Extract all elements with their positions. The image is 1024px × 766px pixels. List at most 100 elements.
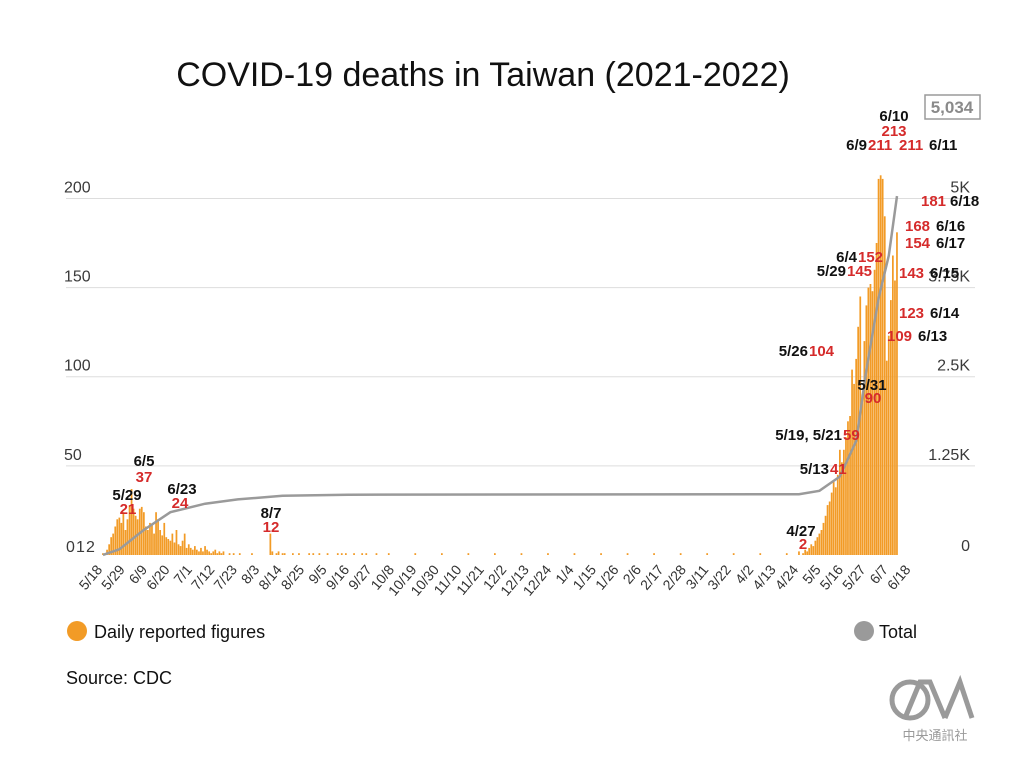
x-tick-label: 9/27 xyxy=(345,561,375,592)
ann-date: 6/13 xyxy=(918,328,947,345)
bar xyxy=(222,551,225,555)
bar xyxy=(151,524,153,555)
total-line xyxy=(102,195,899,557)
bar xyxy=(804,549,807,555)
bar xyxy=(153,533,155,555)
ann-value: 123 xyxy=(899,305,924,322)
bar xyxy=(881,178,884,555)
bar xyxy=(163,522,166,555)
bar xyxy=(238,553,241,555)
bar xyxy=(896,232,898,556)
bar xyxy=(275,553,278,555)
bar xyxy=(130,489,133,555)
bar xyxy=(810,544,813,555)
y-axis-right: 0 1.25K 2.5K 3.75K 5K xyxy=(928,179,970,555)
bar xyxy=(853,383,855,555)
bar xyxy=(191,549,194,555)
ann-value: 90 xyxy=(865,390,882,407)
ann-value: 211 xyxy=(899,137,923,154)
bar xyxy=(861,394,864,555)
ann-value: 37 xyxy=(136,469,153,486)
bar xyxy=(143,512,145,555)
bar xyxy=(212,551,215,555)
bar xyxy=(220,553,223,555)
x-tick-label: 4/13 xyxy=(749,561,779,592)
y-tick-label-left: 200 xyxy=(64,179,91,196)
bar xyxy=(157,519,159,555)
bar xyxy=(126,519,129,555)
bar xyxy=(832,481,835,555)
bar xyxy=(387,553,390,555)
bar xyxy=(167,539,170,555)
ann-date: 6/4 xyxy=(836,249,858,266)
x-tick-label: 3/11 xyxy=(682,561,711,592)
y-tick-label-left: 50 xyxy=(64,447,82,464)
x-tick-label: 4/24 xyxy=(772,561,802,592)
bar xyxy=(114,526,117,555)
ann-value: 21 xyxy=(120,501,137,518)
x-tick-label: 5/29 xyxy=(98,561,128,592)
bar xyxy=(841,462,843,555)
x-tick-label: 5/18 xyxy=(76,561,106,592)
x-axis: 5/185/296/96/207/17/127/238/38/148/259/5… xyxy=(76,561,914,598)
bar xyxy=(110,537,113,555)
bar xyxy=(834,487,837,555)
bar xyxy=(851,369,853,555)
bar xyxy=(269,533,272,555)
bar xyxy=(214,549,217,555)
ann-date: 5/29 xyxy=(817,263,846,280)
ann-date: 6/9 xyxy=(846,137,867,154)
bar xyxy=(198,551,200,555)
ann-value: 24 xyxy=(172,495,189,512)
ann-date: 8/7 xyxy=(261,505,282,522)
bar xyxy=(251,553,253,555)
ann-date: 5/19, 5/21 xyxy=(775,427,842,444)
bar xyxy=(573,553,576,555)
y-tick-label-right: 0 xyxy=(961,538,970,555)
bar xyxy=(271,551,274,555)
bar xyxy=(414,553,417,555)
bar xyxy=(228,553,231,555)
bar xyxy=(798,551,800,555)
bar xyxy=(547,553,549,555)
ann-value: 143 xyxy=(899,265,924,282)
bar xyxy=(830,492,833,555)
bar xyxy=(179,546,182,555)
bar xyxy=(759,553,762,555)
bar xyxy=(183,533,186,555)
ann-value: 211 xyxy=(868,137,892,154)
bar xyxy=(732,553,735,555)
zero-label-2: 2 xyxy=(86,539,95,556)
bar xyxy=(839,449,841,555)
bar xyxy=(177,544,180,555)
ann-value: 213 xyxy=(881,123,906,140)
bar xyxy=(175,530,178,555)
bar xyxy=(108,544,111,555)
bar xyxy=(802,553,804,555)
bar xyxy=(885,360,888,555)
bar xyxy=(187,544,190,555)
bar xyxy=(185,547,188,555)
bar xyxy=(118,517,121,555)
bar xyxy=(124,530,127,555)
bar xyxy=(132,508,135,555)
ann-value: 154 xyxy=(905,235,931,252)
bar xyxy=(308,553,311,555)
ann-date: 6/15 xyxy=(930,265,959,282)
bar xyxy=(161,535,164,555)
bar xyxy=(312,553,315,555)
bar xyxy=(218,551,221,555)
bar xyxy=(122,512,125,555)
ann-value: 145 xyxy=(847,263,872,280)
bar xyxy=(173,542,176,555)
y-tick-label-right: 2.5K xyxy=(937,358,970,375)
bar xyxy=(785,553,788,555)
bar xyxy=(208,551,211,555)
logo-subtext: 中央通訊社 xyxy=(902,728,967,743)
bar xyxy=(871,291,874,555)
bar xyxy=(879,175,882,556)
y-tick-label-right: 1.25K xyxy=(928,447,970,464)
bar xyxy=(883,216,886,556)
bar xyxy=(112,533,115,555)
x-tick-label: 7/12 xyxy=(188,561,218,592)
